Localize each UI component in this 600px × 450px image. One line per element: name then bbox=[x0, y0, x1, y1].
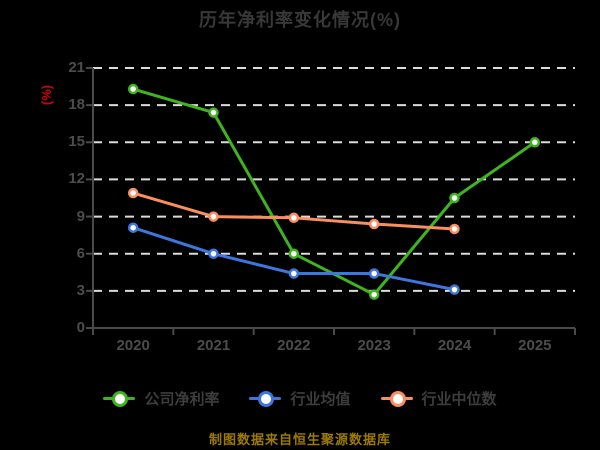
y-tick-label: 3 bbox=[76, 281, 85, 299]
legend-label: 公司净利率 bbox=[144, 391, 220, 408]
data-point-marker bbox=[368, 268, 380, 279]
data-point-marker bbox=[368, 218, 380, 230]
data-point-marker bbox=[208, 211, 219, 222]
chart-legend: 公司净利率 行业均值 行业中位数 bbox=[0, 388, 600, 409]
line-marker-icon bbox=[380, 390, 413, 407]
y-tick-label: 12 bbox=[68, 170, 85, 188]
x-tick-label: 2024 bbox=[437, 337, 472, 354]
data-point-marker bbox=[288, 248, 300, 259]
legend-dot bbox=[258, 390, 275, 407]
x-tick-label: 2025 bbox=[518, 337, 552, 354]
line-marker-icon bbox=[103, 390, 136, 407]
data-point-marker bbox=[288, 212, 300, 224]
legend-label: 行业均值 bbox=[290, 391, 351, 408]
legend-item-company-net-margin[interactable]: 公司净利率 bbox=[103, 388, 219, 409]
y-tick-label: 21 bbox=[68, 59, 85, 76]
data-point-marker bbox=[529, 137, 541, 148]
legend-item-industry-mean[interactable]: 行业均值 bbox=[249, 388, 351, 409]
legend-item-industry-median[interactable]: 行业中位数 bbox=[380, 388, 497, 409]
x-tick-label: 2021 bbox=[196, 337, 231, 354]
data-point-marker bbox=[288, 268, 300, 279]
data-point-marker bbox=[208, 248, 219, 259]
x-tick-label: 2020 bbox=[116, 337, 150, 354]
legend-dot bbox=[389, 390, 406, 407]
data-point-marker bbox=[127, 222, 139, 233]
data-point-marker bbox=[127, 83, 139, 95]
data-point-marker bbox=[127, 187, 139, 199]
y-tick-label: 6 bbox=[76, 244, 85, 262]
y-tick-label: 18 bbox=[68, 96, 85, 114]
chart-title: 历年净利率变化情况(%) bbox=[199, 10, 401, 30]
y-tick-label: 15 bbox=[68, 133, 85, 151]
series-line-0 bbox=[131, 87, 537, 297]
data-point-marker bbox=[449, 192, 460, 204]
data-point-marker bbox=[449, 223, 460, 235]
x-tick-label: 2022 bbox=[277, 337, 311, 354]
data-point-marker bbox=[449, 284, 460, 295]
data-point-marker bbox=[208, 107, 219, 118]
data-source-note: 制图数据来自恒生聚源数据库 bbox=[208, 432, 391, 447]
y-tick-label: 0 bbox=[76, 319, 85, 336]
line-marker-icon bbox=[249, 390, 282, 407]
y-tick-label: 9 bbox=[76, 207, 85, 225]
x-tick-label: 2023 bbox=[357, 337, 391, 354]
data-point-marker bbox=[368, 289, 380, 300]
legend-label: 行业中位数 bbox=[421, 391, 497, 408]
series-line-2 bbox=[131, 191, 456, 231]
legend-dot bbox=[112, 390, 129, 407]
